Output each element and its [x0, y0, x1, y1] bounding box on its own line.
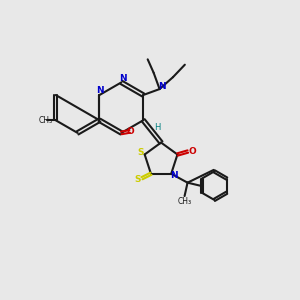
Text: H: H — [154, 123, 161, 132]
Text: N: N — [170, 171, 177, 180]
Text: O: O — [188, 147, 196, 156]
Text: S: S — [137, 148, 143, 157]
Text: N: N — [119, 74, 127, 83]
Text: S: S — [134, 175, 141, 184]
Text: O: O — [127, 127, 135, 136]
Text: N: N — [96, 86, 103, 95]
Text: N: N — [158, 82, 166, 91]
Text: CH₃: CH₃ — [178, 197, 192, 206]
Text: CH₃: CH₃ — [38, 116, 52, 125]
